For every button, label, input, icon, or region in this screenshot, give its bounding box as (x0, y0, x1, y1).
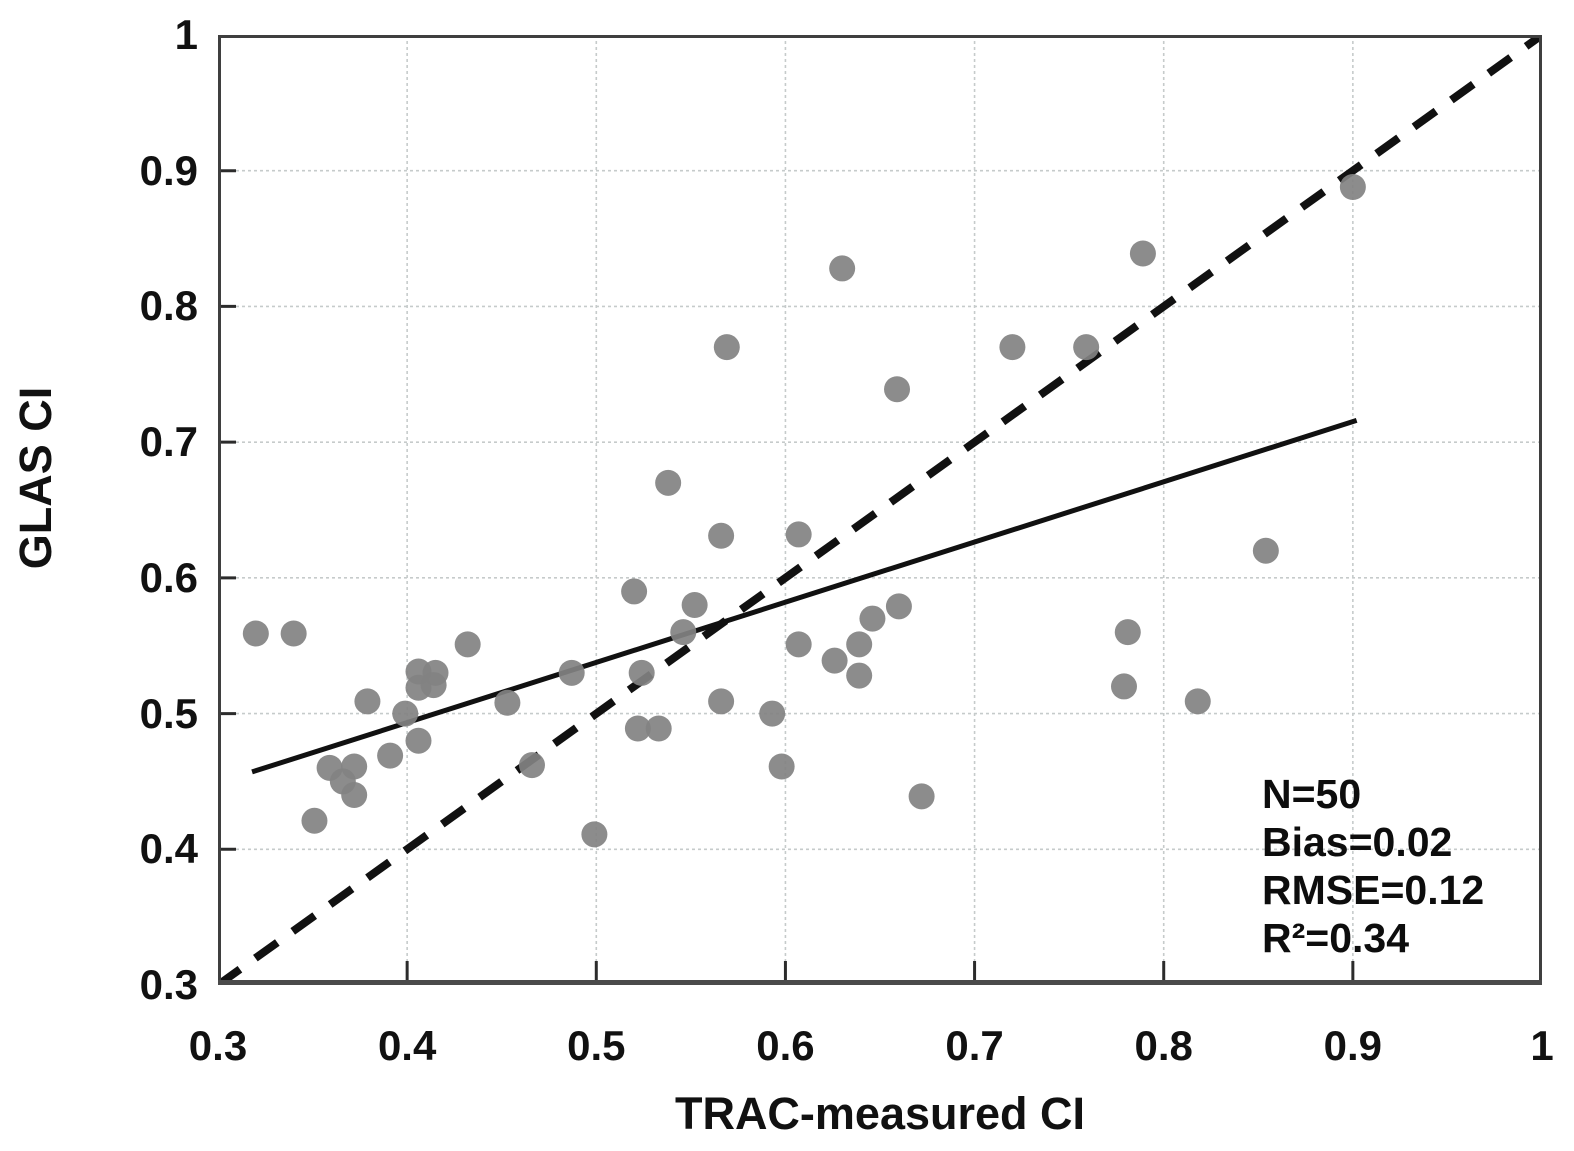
data-point (655, 469, 682, 496)
y-tick-label: 0.6 (139, 553, 198, 601)
data-point (392, 700, 419, 727)
data-point (494, 689, 521, 716)
data-point (859, 605, 886, 632)
data-point (280, 620, 307, 647)
annotation-rmse: RMSE=0.12 (1262, 867, 1485, 913)
y-tick-label: 0.7 (139, 418, 198, 466)
y-tick-label: 0.4 (139, 825, 198, 873)
data-point (1339, 174, 1366, 200)
data-point (624, 715, 651, 742)
stats-annotation: N=50 Bias=0.02 RMSE=0.12 R²=0.34 (1262, 770, 1484, 962)
y-tick-label: 1 (174, 11, 198, 58)
data-point (341, 782, 368, 808)
one-to-one-line (218, 35, 1542, 985)
data-point (846, 662, 873, 689)
data-point (1114, 619, 1141, 646)
data-point (377, 742, 404, 769)
y-axis-tick-labels: 0.3 0.4 0.5 0.6 0.7 0.8 0.9 1 (0, 13, 198, 1007)
data-point (821, 647, 848, 674)
regression-line (251, 418, 1358, 775)
annotation-bias: Bias=0.02 (1262, 819, 1453, 865)
data-point (885, 593, 912, 620)
x-tick-label: 0.9 (1323, 1022, 1383, 1069)
data-point (454, 631, 481, 658)
x-tick-label: 0.8 (1134, 1022, 1193, 1069)
data-point (420, 672, 447, 699)
data-point (301, 807, 328, 834)
data-point (1252, 537, 1279, 564)
data-point (1184, 688, 1211, 715)
y-tick-label: 0.8 (139, 282, 198, 330)
data-point (999, 334, 1026, 361)
data-point (713, 334, 740, 361)
annotation-r2: R²=0.34 (1262, 915, 1410, 961)
x-tick-label: 0.5 (567, 1022, 626, 1069)
plot-area (218, 35, 1542, 985)
data-point (581, 821, 608, 848)
data-point (628, 659, 655, 686)
data-point (846, 631, 873, 658)
data-point (1073, 334, 1100, 361)
data-point (670, 619, 697, 646)
data-point (518, 752, 545, 779)
data-point (621, 578, 648, 605)
x-tick-label: 0.7 (945, 1022, 1004, 1069)
x-tick-label: 1 (1530, 1022, 1554, 1069)
x-axis-title: TRAC-measured CI (674, 1088, 1086, 1139)
annotation-n: N=50 (1262, 771, 1362, 817)
data-point (884, 376, 911, 403)
y-tick-label: 0.3 (139, 961, 198, 1008)
y-tick-label: 0.5 (139, 689, 198, 737)
x-tick-label: 0.4 (377, 1022, 437, 1069)
y-axis-title: GLAS CI (10, 386, 61, 570)
data-point (558, 659, 585, 686)
data-point (708, 522, 735, 549)
data-point (908, 783, 935, 810)
data-point (1110, 673, 1137, 700)
data-point (242, 620, 269, 647)
x-tick-label: 0.6 (756, 1022, 815, 1069)
data-point (785, 521, 812, 548)
x-tick-label: 0.3 (188, 1022, 248, 1069)
data-point (405, 727, 432, 754)
data-point (1129, 240, 1156, 267)
y-tick-label: 0.9 (139, 146, 198, 194)
data-point (645, 715, 672, 742)
data-point (354, 688, 381, 715)
data-point (768, 753, 795, 780)
data-point (759, 700, 786, 727)
data-point (708, 688, 735, 715)
data-point (681, 592, 708, 618)
data-point (785, 631, 812, 658)
data-point (829, 255, 856, 282)
x-axis-tick-labels: 0.3 0.4 0.5 0.6 0.7 0.8 0.9 1 (189, 1022, 1554, 1074)
